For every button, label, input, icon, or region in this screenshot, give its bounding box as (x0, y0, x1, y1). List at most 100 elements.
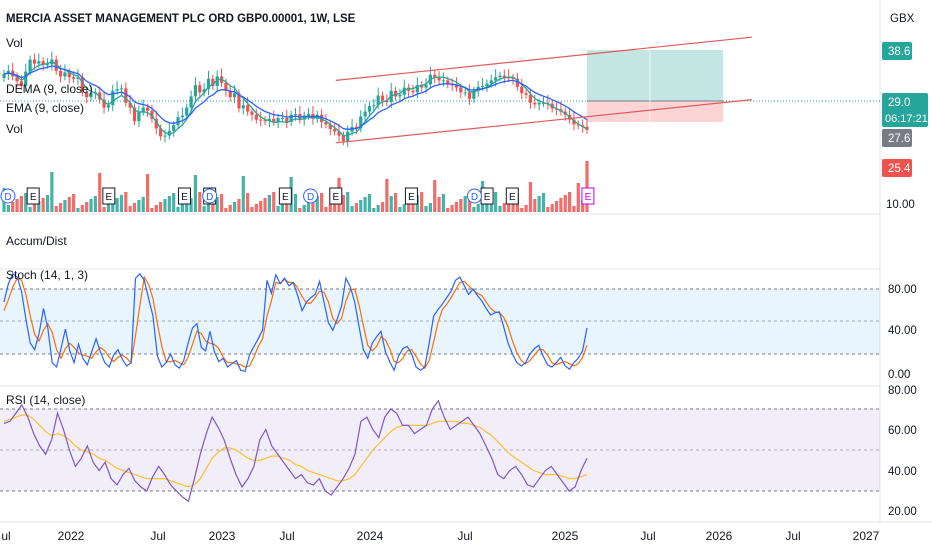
volume-bar[interactable] (550, 204, 554, 212)
volume-bar[interactable] (563, 195, 567, 212)
volume-bar[interactable] (398, 207, 402, 212)
volume-bar[interactable] (54, 206, 58, 212)
candle-body[interactable] (172, 125, 176, 131)
volume-bar[interactable] (524, 205, 528, 212)
volume-bar[interactable] (50, 172, 54, 212)
volume-bar[interactable] (154, 205, 158, 212)
stoch-legend[interactable]: Stoch (14, 1, 3) (6, 268, 88, 282)
volume-bar[interactable] (459, 199, 463, 212)
candle-body[interactable] (485, 83, 489, 86)
earnings-event-marker[interactable] (102, 187, 116, 205)
volume-bar[interactable] (176, 207, 180, 212)
candle-body[interactable] (520, 86, 524, 94)
ema-line[interactable] (3, 65, 588, 130)
candle-body[interactable] (415, 85, 419, 93)
candle-body[interactable] (463, 92, 467, 94)
volume-bar[interactable] (180, 204, 184, 212)
earnings-event-marker[interactable] (404, 187, 418, 205)
candle-body[interactable] (263, 120, 267, 122)
volume-bar[interactable] (163, 199, 167, 212)
volume-bar[interactable] (37, 201, 41, 212)
volume-bar[interactable] (463, 196, 467, 212)
candle-body[interactable] (380, 95, 385, 101)
volume-bar[interactable] (533, 199, 537, 212)
volume-bars[interactable] (2, 161, 589, 212)
candle-body[interactable] (259, 119, 263, 121)
volume-bar[interactable] (320, 193, 324, 212)
candle-body[interactable] (80, 77, 84, 93)
volume-bar[interactable] (241, 176, 245, 212)
candle-body[interactable] (467, 92, 472, 99)
candle-body[interactable] (141, 107, 145, 112)
candle-body[interactable] (37, 61, 41, 64)
volume-bar[interactable] (215, 197, 219, 212)
volume-bar[interactable] (254, 204, 258, 212)
volume-bar[interactable] (385, 179, 389, 212)
candle-body[interactable] (333, 129, 337, 132)
volume-bar[interactable] (293, 194, 298, 212)
volume-bar[interactable] (376, 205, 380, 212)
volume-bar[interactable] (494, 192, 498, 212)
earnings-event-marker[interactable] (278, 187, 292, 205)
volume-bar[interactable] (167, 196, 171, 212)
volume-bar[interactable] (124, 192, 128, 212)
volume-bar[interactable] (407, 201, 411, 212)
volume-bar[interactable] (228, 205, 232, 212)
dividend-event-marker[interactable] (202, 188, 218, 204)
candle-body[interactable] (2, 74, 6, 78)
long-position-profit-zone[interactable] (587, 50, 723, 101)
candle-body[interactable] (167, 130, 171, 136)
channel-lower-line[interactable] (335, 99, 752, 144)
candle-body[interactable] (119, 88, 124, 90)
candle-body[interactable] (367, 106, 372, 112)
candle-body[interactable] (202, 89, 206, 93)
volume-bar[interactable] (63, 200, 67, 212)
rsi-ma-line[interactable] (3, 414, 588, 488)
candle-body[interactable] (241, 105, 245, 109)
candle-body[interactable] (41, 61, 45, 65)
candle-body[interactable] (511, 78, 515, 79)
volume-bar[interactable] (272, 192, 276, 212)
volume-bar[interactable] (193, 175, 198, 212)
candle-body[interactable] (437, 77, 441, 81)
volume-bar[interactable] (576, 183, 580, 212)
candle-body[interactable] (45, 64, 50, 66)
candle-body[interactable] (393, 90, 398, 97)
candle-body[interactable] (411, 90, 415, 93)
candle-body[interactable] (137, 111, 141, 122)
candle-body[interactable] (180, 115, 184, 118)
candle-body[interactable] (324, 122, 328, 125)
volume-bar[interactable] (441, 194, 446, 212)
candle-body[interactable] (285, 118, 289, 122)
volume-bar[interactable] (402, 204, 406, 212)
candle-body[interactable] (328, 124, 332, 130)
candle-body[interactable] (250, 111, 254, 115)
volume-bar[interactable] (80, 205, 84, 212)
volume-bar[interactable] (367, 194, 372, 212)
candle-body[interactable] (211, 78, 215, 86)
candle-body[interactable] (498, 75, 502, 78)
volume-bar[interactable] (467, 193, 472, 212)
candle-body[interactable] (585, 126, 589, 130)
volume-bar[interactable] (263, 198, 267, 212)
candle-body[interactable] (115, 89, 119, 91)
candle-body[interactable] (533, 102, 537, 105)
volume-bar[interactable] (585, 161, 589, 212)
volume-bar[interactable] (250, 207, 254, 212)
time-axis[interactable]: ul 2022 Jul 2023 Jul 2024 Jul 2025 Jul 2026 Jul 202… (1, 529, 879, 543)
volume-bar[interactable] (237, 199, 241, 212)
candle-body[interactable] (546, 102, 550, 104)
volume-bar[interactable] (472, 207, 476, 212)
volume-bar[interactable] (446, 208, 450, 212)
candle-body[interactable] (15, 76, 19, 82)
accum-dist-legend[interactable]: Accum/Dist (6, 234, 67, 248)
volume-bar[interactable] (58, 203, 63, 212)
volume-bar[interactable] (380, 202, 385, 212)
volume-bar[interactable] (328, 204, 332, 212)
moving-average-lines[interactable] (3, 60, 588, 137)
candle-body[interactable] (232, 93, 237, 98)
volume-bar[interactable] (224, 208, 228, 212)
volume-bar[interactable] (306, 202, 311, 212)
candle-body[interactable] (537, 102, 541, 105)
